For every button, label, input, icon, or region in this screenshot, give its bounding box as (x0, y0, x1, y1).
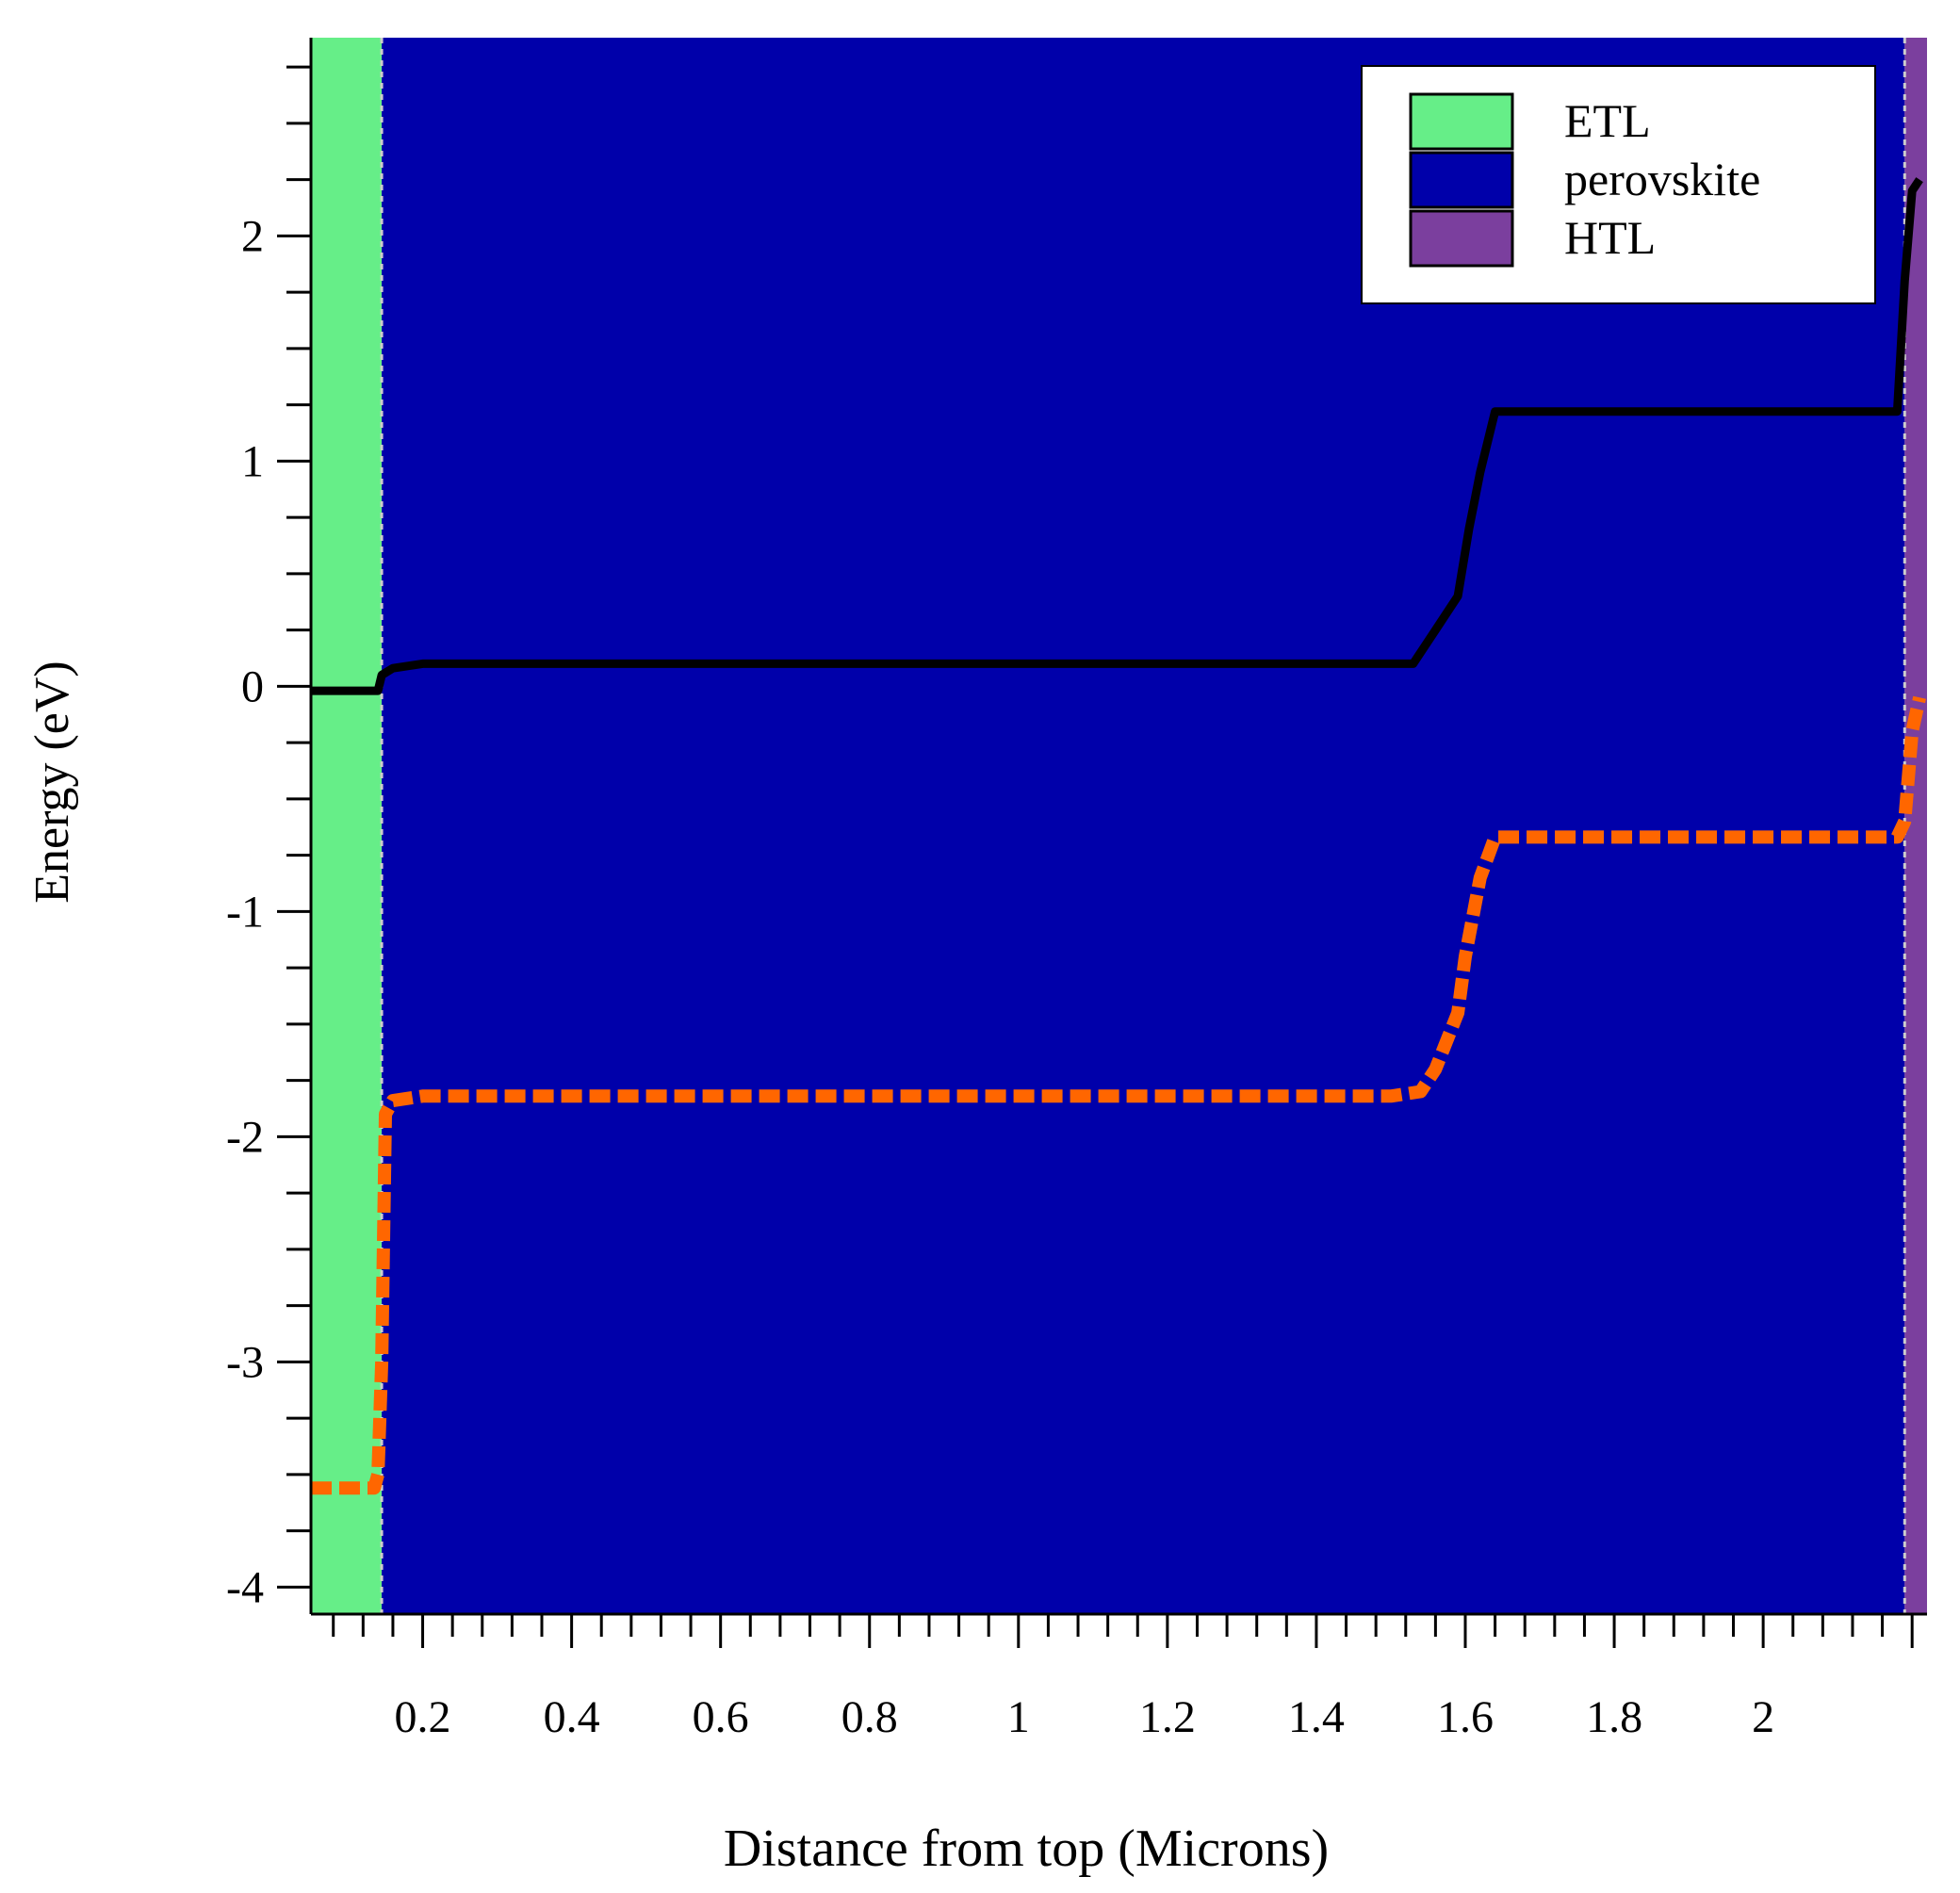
x-tick-label: 0.2 (395, 1692, 451, 1742)
x-tick-label: 0.6 (693, 1692, 749, 1742)
x-tick-label: 1.8 (1586, 1692, 1642, 1742)
legend-label-etl: ETL (1564, 94, 1651, 147)
x-tick-label: 2 (1752, 1692, 1774, 1742)
x-axis-label: Distance from top (Microns) (724, 1820, 1329, 1878)
x-tick-label: 1.2 (1139, 1692, 1196, 1742)
y-tick-label: 2 (241, 211, 264, 261)
y-tick-label: -2 (226, 1112, 264, 1162)
y-tick-label: -3 (226, 1337, 264, 1387)
x-tick-label: 1 (1007, 1692, 1030, 1742)
series-line-dashed (311, 695, 1926, 1495)
legend-swatch-etl (1409, 92, 1514, 151)
x-tick-label: 0.8 (841, 1692, 898, 1742)
y-tick-label: -4 (226, 1562, 264, 1612)
legend-label-perovskite: perovskite (1564, 153, 1760, 205)
y-tick-label: 1 (241, 436, 264, 486)
legend-label-htl: HTL (1564, 211, 1656, 264)
axes: 2 1 0 -1 -2 -3 -4 0.2 0.4 0.6 0.8 1 1.2 1.4 1.6 1.8 2 (226, 38, 1927, 1742)
y-axis-label: Energy (eV) (25, 661, 79, 904)
y-tick-label: -1 (226, 887, 264, 937)
series-line-solid (311, 177, 1923, 695)
layer-region-htl (1904, 38, 1927, 1614)
x-tick-label: 0.4 (544, 1692, 600, 1742)
legend: ETL perovskite HTL (1361, 65, 1876, 304)
x-tick-label: 1.4 (1288, 1692, 1345, 1742)
x-tick-label: 1.6 (1437, 1692, 1494, 1742)
legend-swatch-perovskite (1409, 151, 1514, 209)
y-tick-label: 0 (241, 661, 264, 711)
legend-swatch-htl (1409, 209, 1514, 268)
series-lines (311, 177, 1926, 1495)
layer-region-etl (311, 38, 383, 1614)
